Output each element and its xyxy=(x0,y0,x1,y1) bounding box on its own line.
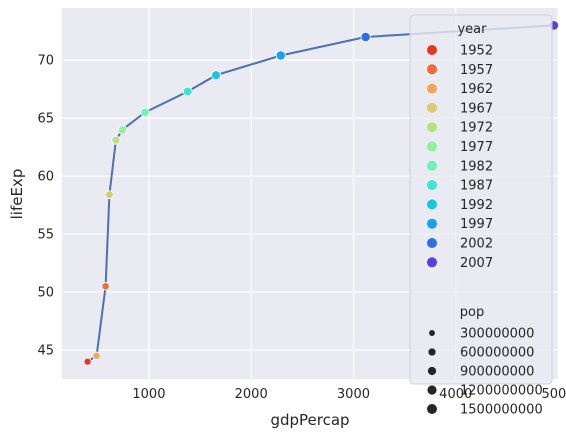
legend-hue-marker-2002 xyxy=(427,238,437,248)
legend-hue-marker-2007 xyxy=(427,257,437,268)
legend-size-label: 1200000000 xyxy=(460,384,543,399)
legend-hue-label: 1967 xyxy=(460,101,493,116)
legend-hue-marker-1982 xyxy=(427,160,437,171)
data-point-1962 xyxy=(92,351,101,360)
legend-hue-label: 1957 xyxy=(460,63,493,78)
legend-hue-marker-1967 xyxy=(427,102,437,113)
x-tick-label: 5000 xyxy=(541,387,566,402)
data-point-1952 xyxy=(83,357,92,366)
legend-hue-label: 2007 xyxy=(460,256,493,271)
data-point-2002 xyxy=(360,31,371,43)
data-point-1992 xyxy=(211,70,221,81)
legend-hue-label: 1992 xyxy=(460,198,493,213)
legend-size-label: 300000000 xyxy=(460,327,534,342)
data-point-1972 xyxy=(111,135,121,145)
y-axis-label: lifeExp xyxy=(8,169,26,220)
x-tick-labels: 1000 2000 3000 4000 5000 xyxy=(132,387,566,402)
legend-size-marker xyxy=(427,366,437,376)
legend-hue-marker-1972 xyxy=(427,122,437,133)
data-point-1997 xyxy=(275,50,286,61)
legend-size-label: 1500000000 xyxy=(460,403,543,418)
x-tick-label: 4000 xyxy=(439,387,472,402)
legend-size-label: 600000000 xyxy=(460,346,534,361)
x-tick-label: 1000 xyxy=(132,387,165,402)
legend-hue-label: 1977 xyxy=(460,140,493,155)
legend-hue-label: 1987 xyxy=(460,179,493,194)
data-point-1987 xyxy=(182,86,193,97)
series-line xyxy=(87,24,554,363)
legend-title-year: year xyxy=(457,22,487,37)
legend-hue-label: 1952 xyxy=(460,44,493,59)
legend-hue-marker-1977 xyxy=(427,141,437,152)
x-tick-label: 3000 xyxy=(337,387,370,402)
legend-hue-label: 1997 xyxy=(460,217,493,232)
data-points xyxy=(83,20,559,366)
legend-hue-label: 1962 xyxy=(460,82,493,97)
y-tick-label: 65 xyxy=(37,112,54,127)
x-axis-label: gdpPercap xyxy=(270,411,349,429)
legend-hue-marker-1957 xyxy=(427,64,437,75)
legend-hue-marker-1952 xyxy=(427,45,437,55)
legend: year 1952 1957 1962 1967 1972 1977 1982 1987 199… xyxy=(409,14,553,418)
legend-size-entries: 300000000 600000000 900000000 1200000000 150… xyxy=(427,327,543,418)
legend-hue-entries: 1952 1957 1962 1967 1972 1977 1982 1987 1992 1997… xyxy=(427,44,493,271)
legend-hue-marker-1962 xyxy=(427,83,437,94)
y-tick-labels: 45 50 55 60 65 70 xyxy=(37,54,54,359)
legend-box xyxy=(409,14,553,385)
data-point-1977 xyxy=(117,125,128,135)
y-tick-label: 70 xyxy=(37,54,54,69)
data-point-1957 xyxy=(101,282,110,291)
legend-hue-marker-1992 xyxy=(427,199,437,210)
y-tick-label: 50 xyxy=(37,286,54,301)
data-point-1967 xyxy=(105,190,114,199)
legend-size-label: 900000000 xyxy=(460,365,534,380)
data-point-1982 xyxy=(140,107,150,118)
x-tick-label: 2000 xyxy=(235,387,268,402)
y-tick-label: 60 xyxy=(37,170,54,185)
legend-title-pop: pop xyxy=(460,305,484,320)
legend-hue-label: 1982 xyxy=(460,159,493,174)
legend-hue-marker-1997 xyxy=(427,218,437,229)
legend-size-marker xyxy=(427,404,437,414)
legend-hue-marker-1987 xyxy=(427,180,437,191)
legend-hue-label: 1972 xyxy=(460,121,493,136)
y-tick-label: 45 xyxy=(37,344,54,359)
legend-size-marker xyxy=(429,330,435,336)
legend-hue-label: 2002 xyxy=(460,237,493,252)
y-tick-label: 55 xyxy=(37,228,54,243)
legend-size-marker xyxy=(427,385,437,395)
legend-size-marker xyxy=(428,348,436,356)
